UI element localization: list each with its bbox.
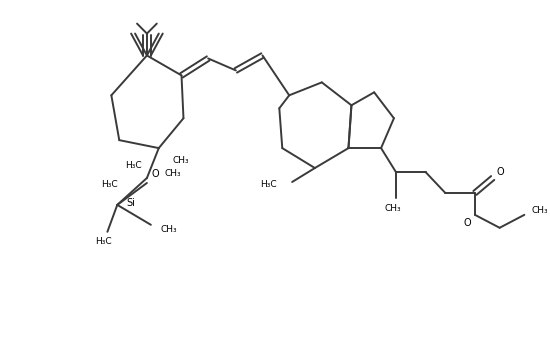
Text: Si: Si xyxy=(126,198,135,208)
Text: O: O xyxy=(463,218,471,228)
Text: H₃C: H₃C xyxy=(260,181,276,189)
Text: H₃C: H₃C xyxy=(125,161,142,169)
Text: CH₃: CH₃ xyxy=(172,155,189,164)
Text: H₃C: H₃C xyxy=(95,237,112,246)
Text: CH₃: CH₃ xyxy=(532,206,548,215)
Text: CH₃: CH₃ xyxy=(161,225,177,234)
Text: CH₃: CH₃ xyxy=(164,168,182,177)
Text: H₃C: H₃C xyxy=(101,181,117,189)
Text: O: O xyxy=(152,169,160,179)
Text: CH₃: CH₃ xyxy=(384,204,402,214)
Text: O: O xyxy=(497,167,504,177)
